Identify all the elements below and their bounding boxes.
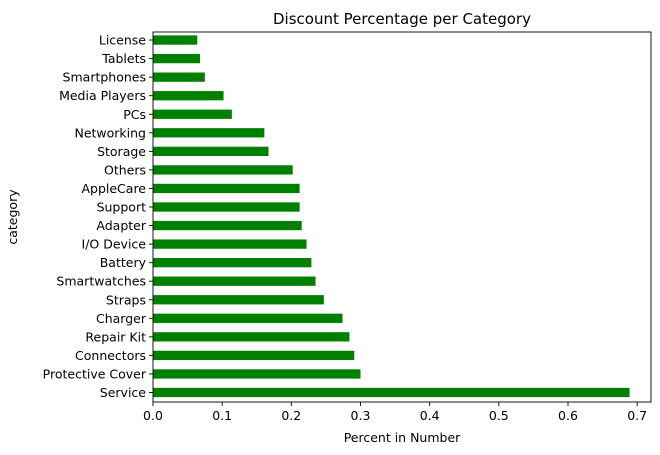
x-tick-label: 0.7 xyxy=(627,408,647,423)
y-tick-label: Media Players xyxy=(59,88,146,103)
x-tick-label: 0.2 xyxy=(281,408,301,423)
y-tick-label: Storage xyxy=(97,144,146,159)
bar xyxy=(153,369,361,379)
y-tick-label: Support xyxy=(97,200,147,215)
bar xyxy=(153,239,307,249)
x-axis-label: Percent in Number xyxy=(344,430,461,445)
bar xyxy=(153,165,293,175)
y-tick-label: Charger xyxy=(96,311,147,326)
chart-title: Discount Percentage per Category xyxy=(273,10,531,28)
bar xyxy=(153,53,201,64)
x-axis-ticks: 0.0 0.1 0.2 0.3 0.4 0.5 0.6 0.7 xyxy=(143,402,647,423)
bar xyxy=(153,332,350,342)
bar xyxy=(153,295,324,305)
x-tick-label: 0.4 xyxy=(420,408,440,423)
x-tick-label: 0.1 xyxy=(212,408,232,423)
bar xyxy=(153,146,269,156)
bar xyxy=(153,91,224,101)
bars-group xyxy=(153,35,630,398)
y-tick-label: License xyxy=(99,33,146,48)
y-tick-label: Battery xyxy=(100,255,147,270)
bar xyxy=(153,220,302,231)
y-tick-label: Others xyxy=(104,162,146,177)
bar xyxy=(153,72,205,82)
bar xyxy=(153,35,198,45)
y-tick-label: Smartphones xyxy=(63,70,146,85)
bar xyxy=(153,313,343,323)
x-tick-label: 0.0 xyxy=(143,408,163,423)
bar xyxy=(153,128,265,138)
plot-frame xyxy=(152,31,652,403)
y-tick-label: Adapter xyxy=(96,218,146,233)
y-tick-label: PCs xyxy=(123,107,146,122)
bar xyxy=(153,276,316,286)
y-tick-label: Repair Kit xyxy=(85,329,146,344)
bar xyxy=(153,183,300,194)
bar xyxy=(153,202,300,212)
x-tick-label: 0.6 xyxy=(558,408,578,423)
y-tick-label: I/O Device xyxy=(82,237,147,252)
y-tick-label: Tablets xyxy=(101,51,146,66)
x-tick-label: 0.5 xyxy=(489,408,509,423)
bar xyxy=(153,258,312,268)
y-tick-label: Service xyxy=(100,385,147,400)
y-tick-label: Straps xyxy=(106,292,146,307)
y-tick-label: AppleCare xyxy=(81,181,146,196)
y-tick-label: Smartwatches xyxy=(56,274,146,289)
x-tick-label: 0.3 xyxy=(351,408,371,423)
y-axis-ticks: Service Protective Cover Connectors Repair … xyxy=(43,33,153,400)
bar xyxy=(153,109,232,119)
bar xyxy=(153,350,355,361)
y-tick-label: Protective Cover xyxy=(43,366,147,381)
bar xyxy=(153,387,630,398)
y-tick-label: Connectors xyxy=(75,348,146,363)
y-tick-label: Networking xyxy=(74,125,146,140)
y-axis-label: category xyxy=(5,189,20,245)
